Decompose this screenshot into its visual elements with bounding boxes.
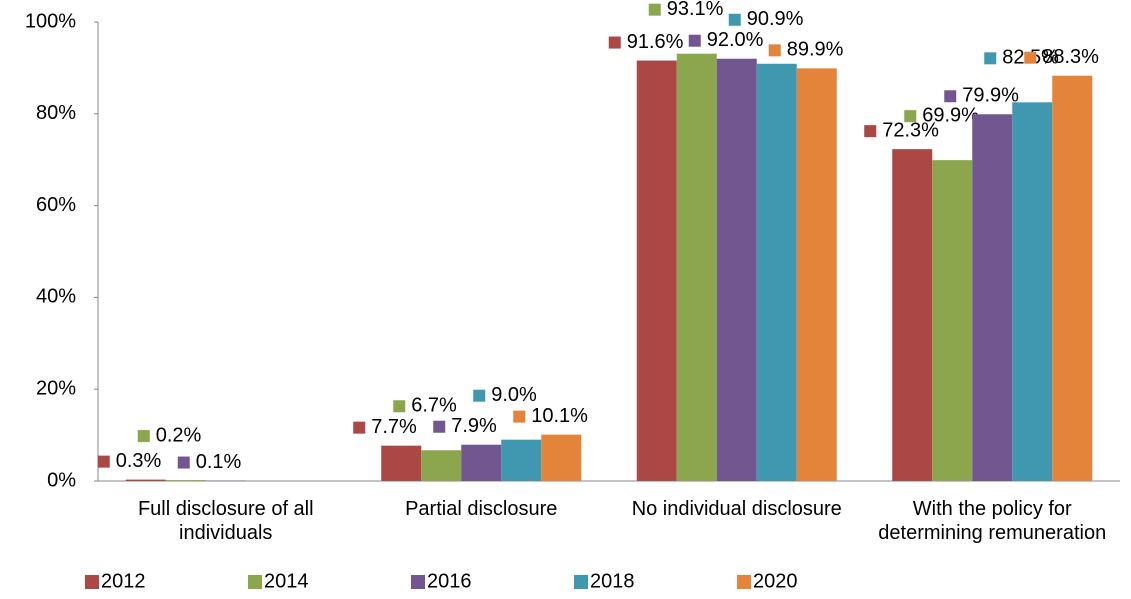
value-label-marker — [904, 110, 917, 123]
x-tick-label: Partial disclosure — [405, 498, 558, 520]
x-tick-label: No individual disclosure — [631, 498, 842, 520]
y-tick-label: 60% — [36, 194, 76, 216]
legend-label: 2012 — [101, 570, 146, 592]
value-label: 7.9% — [451, 415, 497, 437]
value-label: 0.1% — [196, 451, 242, 473]
value-label: 10.1% — [531, 405, 588, 427]
legend-label: 2018 — [590, 570, 635, 592]
value-label-marker — [97, 455, 110, 468]
bar — [461, 444, 502, 481]
value-label: 6.7% — [411, 395, 457, 417]
bar — [756, 63, 797, 481]
value-label-marker — [608, 36, 621, 49]
bar — [892, 149, 933, 481]
legend-marker — [574, 575, 588, 589]
value-label: 91.6% — [627, 31, 684, 53]
legend-marker — [248, 575, 262, 589]
value-label: 9.0% — [491, 384, 537, 406]
bar — [636, 60, 677, 481]
value-label: 89.9% — [787, 39, 844, 61]
value-label: 88.3% — [1042, 46, 1099, 68]
value-label-marker — [393, 400, 406, 413]
bar — [1052, 75, 1093, 481]
legend-label: 2014 — [264, 570, 309, 592]
value-label: 7.7% — [371, 416, 417, 438]
y-tick-label: 40% — [36, 286, 76, 308]
bar — [932, 160, 973, 481]
y-tick-label: 20% — [36, 377, 76, 399]
value-label-marker — [473, 389, 486, 402]
x-tick-label: With the policy for determining remunera… — [878, 498, 1107, 544]
value-label-marker — [648, 3, 661, 16]
value-label-marker — [944, 90, 957, 103]
value-label-marker — [688, 34, 701, 47]
value-label-marker — [513, 410, 526, 423]
legend-marker — [85, 575, 99, 589]
bar — [381, 445, 422, 481]
x-tick-label: Full disclosure of all individuals — [137, 498, 314, 544]
legend-label: 2016 — [427, 570, 472, 592]
value-label: 69.9% — [922, 104, 979, 126]
y-tick-label: 0% — [47, 469, 76, 491]
bar — [125, 479, 166, 481]
bar — [421, 450, 462, 481]
bar — [165, 480, 206, 481]
value-label-marker — [728, 13, 741, 26]
value-label-marker — [768, 44, 781, 57]
value-label-marker — [1024, 51, 1037, 64]
bar — [796, 68, 837, 481]
y-tick-label: 80% — [36, 102, 76, 124]
value-label-marker — [137, 430, 150, 443]
value-label: 0.3% — [116, 450, 162, 472]
value-label-marker — [433, 420, 446, 433]
value-label-marker — [984, 52, 997, 65]
value-label: 92.0% — [707, 29, 764, 51]
value-label: 93.1% — [667, 0, 724, 20]
bar — [541, 434, 582, 481]
value-label: 0.2% — [156, 424, 202, 446]
value-label: 90.9% — [747, 8, 804, 30]
legend-label: 2020 — [753, 570, 798, 592]
y-tick-label: 100% — [25, 10, 76, 32]
legend-marker — [411, 575, 425, 589]
value-label: 79.9% — [962, 85, 1019, 107]
value-label-marker — [177, 456, 190, 469]
bar — [716, 58, 757, 481]
bar — [676, 53, 717, 482]
value-label-marker — [353, 421, 366, 434]
value-label: 72.3% — [882, 119, 939, 141]
legend-marker — [737, 575, 751, 589]
value-label-marker — [864, 125, 877, 138]
bar — [501, 439, 542, 481]
bar — [1012, 102, 1053, 481]
bar — [972, 114, 1013, 481]
